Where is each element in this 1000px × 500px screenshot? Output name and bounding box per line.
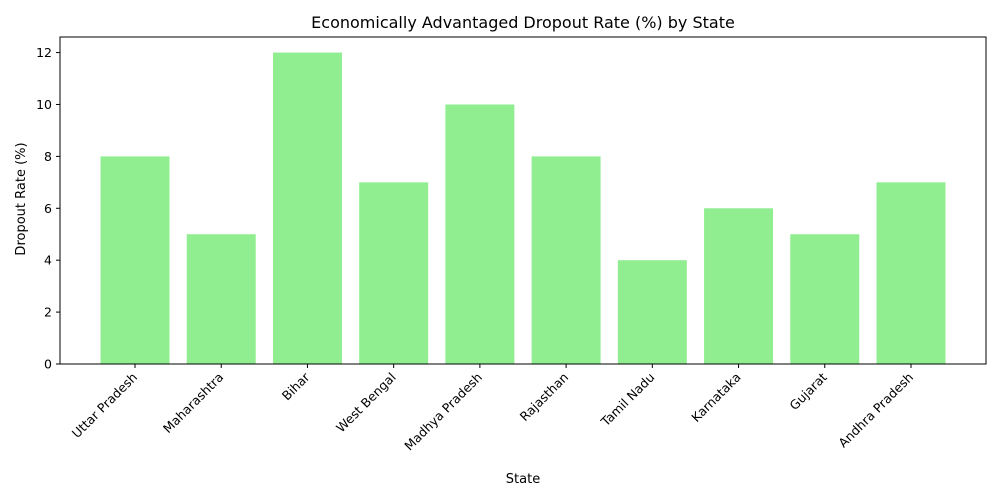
bar-maharashtra	[186, 234, 256, 364]
chart-title: Economically Advantaged Dropout Rate (%)…	[311, 13, 735, 32]
bar-rajasthan	[531, 156, 601, 364]
y-tick-label: 0	[44, 357, 52, 372]
bar-andhra-pradesh	[876, 182, 946, 364]
x-tick-label: Gujarat	[786, 369, 830, 413]
bar-tamil-nadu	[617, 260, 687, 364]
bar-karnataka	[704, 208, 774, 364]
x-tick-label: Uttar Pradesh	[69, 370, 140, 441]
y-tick-label: 8	[44, 149, 52, 164]
bars-group	[100, 52, 946, 364]
x-tick-label: Andhra Pradesh	[835, 370, 916, 451]
bar-bihar	[272, 52, 342, 364]
x-axis: Uttar Pradesh Maharashtra Bihar West Bengal…	[69, 364, 916, 453]
y-axis-label: Dropout Rate (%)	[14, 142, 29, 255]
y-tick-label: 12	[36, 45, 52, 60]
y-tick-label: 6	[44, 201, 52, 216]
y-tick-label: 4	[44, 253, 52, 268]
x-axis-label: State	[506, 472, 540, 487]
x-tick-label: Rajasthan	[517, 370, 572, 425]
y-tick-label: 2	[44, 305, 52, 320]
bar-madhya-pradesh	[445, 104, 515, 364]
y-tick-label: 10	[36, 97, 52, 112]
x-tick-label: Bihar	[279, 369, 313, 403]
x-tick-label: West Bengal	[333, 370, 399, 436]
x-tick-label: Madhya Pradesh	[401, 370, 485, 454]
x-tick-label: Maharashtra	[160, 370, 226, 436]
bar-uttar-pradesh	[100, 156, 170, 364]
plot-frame	[59, 36, 987, 365]
x-tick-label: Karnataka	[688, 370, 743, 425]
x-tick-label: Tamil Nadu	[597, 370, 657, 430]
bar-west-bengal	[359, 182, 429, 364]
bar-gujarat	[790, 234, 860, 364]
y-axis: 0 2 4 6 8 10 12	[36, 45, 60, 372]
